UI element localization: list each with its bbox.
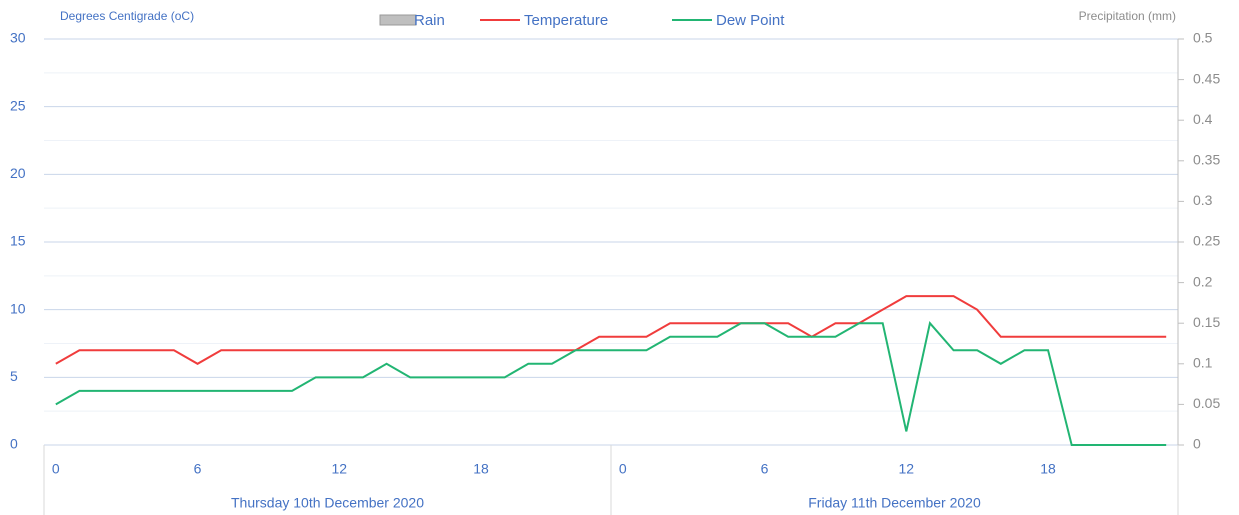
x-tick-label: 6	[194, 461, 202, 477]
y2-tick-label: 0.2	[1193, 273, 1213, 289]
y2-tick-label: 0.5	[1193, 30, 1213, 46]
y-tick-label: 0	[10, 436, 18, 452]
y-tick-label: 20	[10, 165, 26, 181]
y2-tick-label: 0.1	[1193, 355, 1213, 371]
y-tick-label: 30	[10, 30, 26, 46]
x-tick-label: 0	[619, 461, 627, 477]
y2-tick-label: 0.4	[1193, 111, 1213, 127]
legend-label: Dew Point	[716, 12, 785, 29]
legend-swatch	[379, 14, 417, 26]
y2-tick-label: 0.05	[1193, 395, 1220, 411]
y-tick-label: 25	[10, 97, 26, 113]
x-tick-label: 12	[332, 461, 348, 477]
series-line	[55, 321, 1167, 446]
x-tick-label: 18	[1040, 461, 1056, 477]
x-tick-label: 12	[899, 461, 915, 477]
y2-tick-label: 0.25	[1193, 233, 1220, 249]
y2-tick-label: 0.3	[1193, 192, 1213, 208]
y-tick-label: 15	[10, 233, 26, 249]
series-line	[55, 295, 1167, 365]
y2-tick-label: 0.15	[1193, 314, 1220, 330]
x-tick-label: 18	[473, 461, 489, 477]
y2-tick-label: 0	[1193, 436, 1201, 452]
y-axis-title: Degrees Centigrade (oC)	[60, 9, 194, 23]
legend-label: Temperature	[524, 12, 608, 29]
legend-label: Rain	[414, 12, 445, 29]
y2-tick-label: 0.45	[1193, 70, 1220, 86]
x-tick-label: 6	[761, 461, 769, 477]
group-label: Friday 11th December 2020	[808, 495, 981, 511]
y2-axis-title: Precipitation (mm)	[1079, 9, 1176, 23]
y2-tick-label: 0.35	[1193, 152, 1220, 168]
y-tick-label: 5	[10, 368, 18, 384]
y-tick-label: 10	[10, 300, 26, 316]
group-label: Thursday 10th December 2020	[231, 495, 424, 511]
x-tick-label: 0	[52, 461, 60, 477]
